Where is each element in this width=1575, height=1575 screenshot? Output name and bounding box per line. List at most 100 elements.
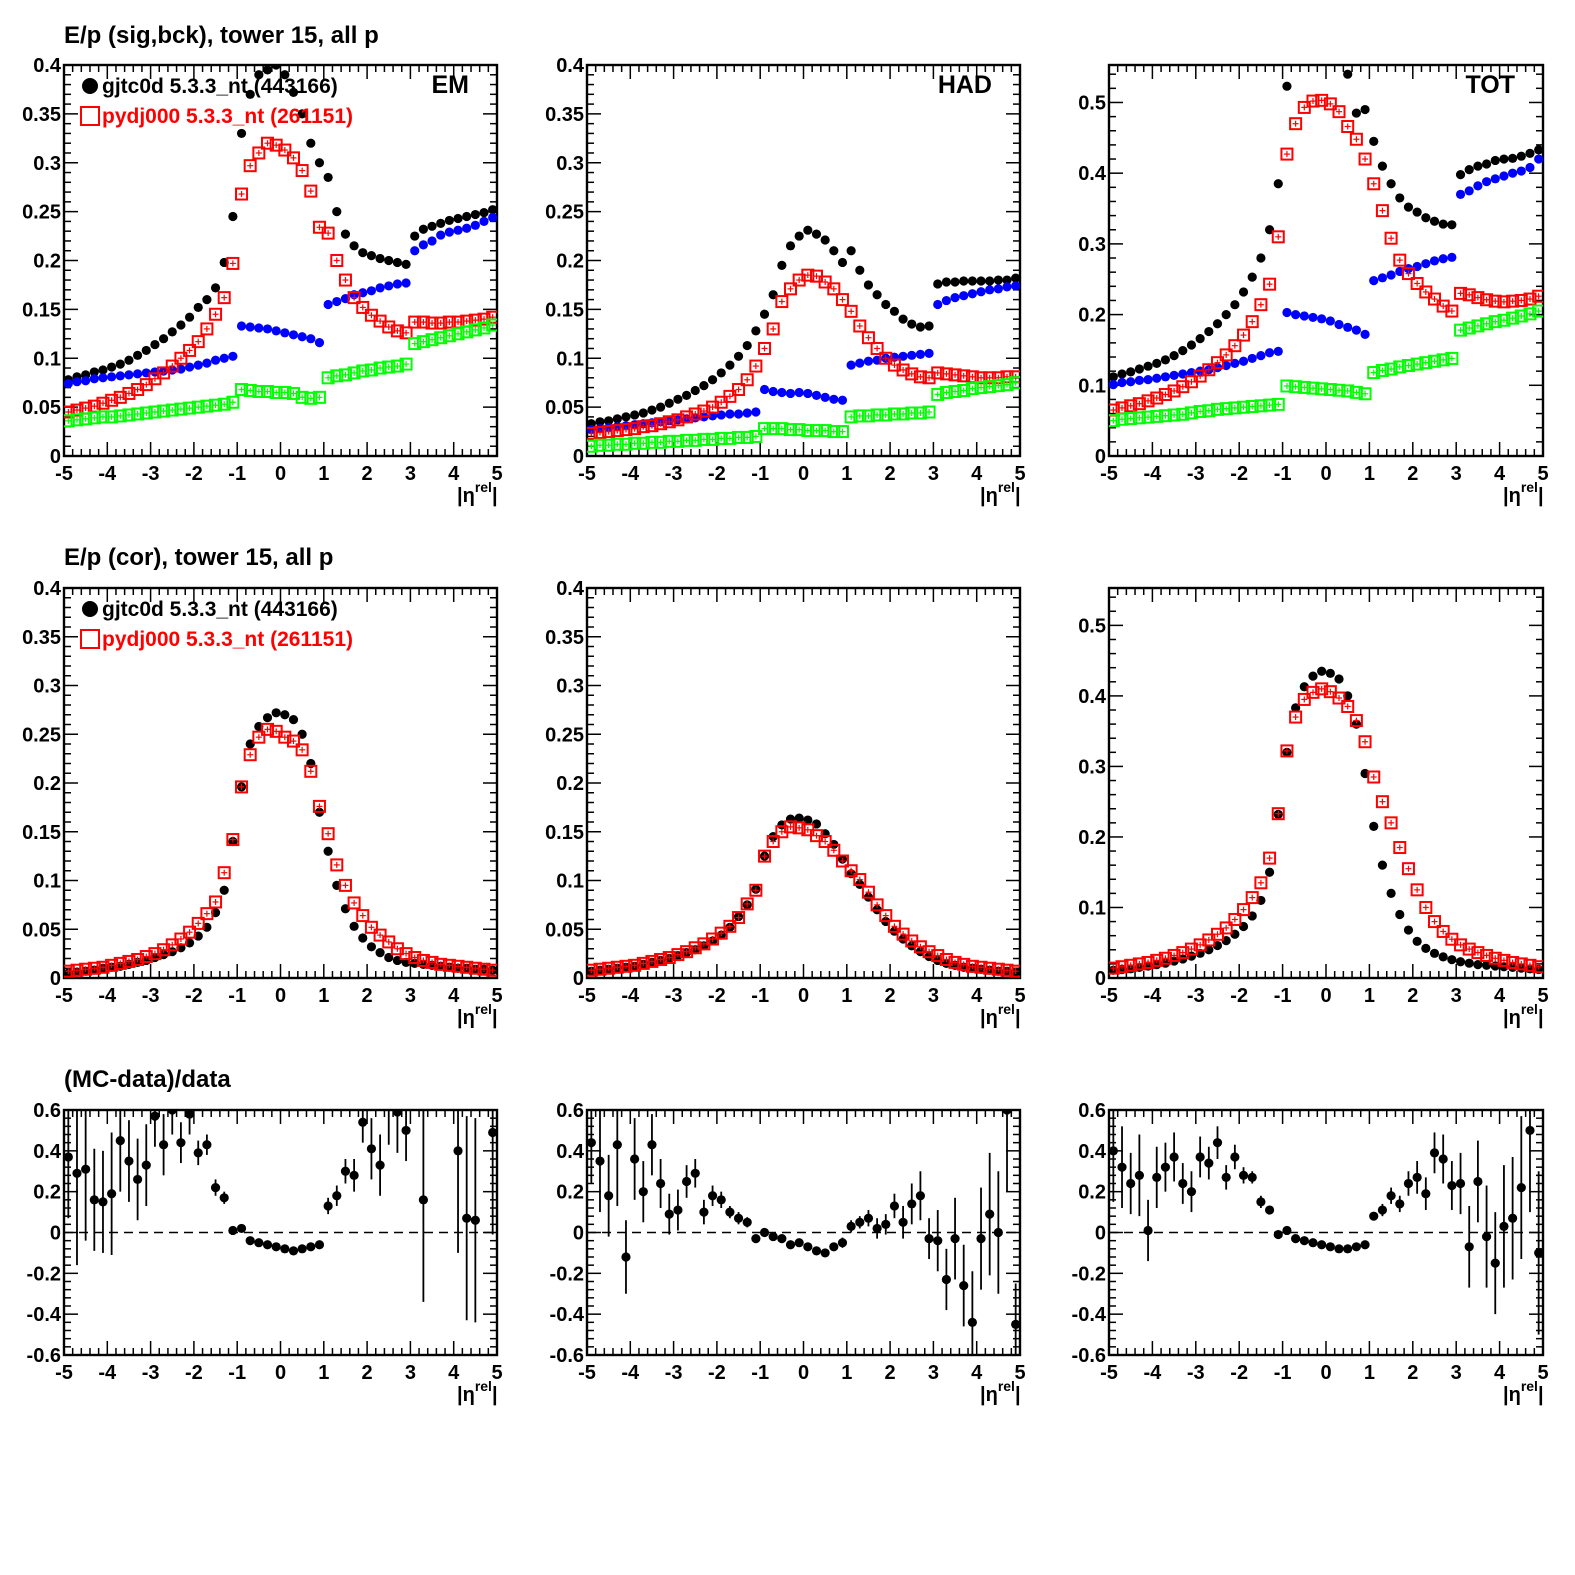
data-point-square: [390, 324, 404, 338]
data-point: [1447, 1180, 1457, 1191]
data-point-square: [758, 341, 772, 355]
data-point-square: [939, 367, 953, 381]
data-point: [1516, 1182, 1526, 1193]
data-point-square: [235, 780, 249, 794]
x-tick-label: -4: [621, 463, 640, 485]
data-point: [1256, 253, 1266, 263]
data-point-square: [784, 282, 798, 296]
plot-area: [64, 708, 497, 978]
data-point-square: [1454, 323, 1468, 337]
data-point: [924, 1234, 934, 1244]
x-tick-label: -4: [621, 1362, 640, 1384]
data-point: [392, 1110, 403, 1117]
data-point-square: [1393, 360, 1407, 374]
x-axis-label: |ηrel|: [457, 479, 498, 507]
data-point: [889, 1201, 900, 1211]
row-title-ratio: (MC-data)/data: [64, 1066, 231, 1093]
data-point: [107, 362, 117, 372]
data-point: [1186, 1187, 1197, 1197]
data-point-square: [191, 335, 205, 349]
data-point-square: [1349, 385, 1363, 399]
data-point: [595, 417, 605, 427]
data-point-square: [113, 390, 127, 404]
x-tick-label: 3: [928, 985, 939, 1007]
data-point: [401, 278, 411, 288]
data-point: [777, 387, 787, 398]
data-point-square: [1124, 412, 1138, 426]
data-point-square: [688, 407, 702, 421]
data-point: [288, 1246, 299, 1256]
y-tick-label: 0: [1095, 968, 1106, 990]
data-point: [1395, 1199, 1405, 1209]
data-point: [167, 327, 177, 337]
data-point: [1134, 1170, 1144, 1180]
data-point-square: [1109, 961, 1120, 975]
data-point-square: [382, 320, 396, 334]
data-point-square: [235, 187, 249, 201]
data-point: [976, 287, 986, 297]
data-point-square: [913, 406, 927, 420]
data-point: [1395, 909, 1405, 920]
series-named-0: [1109, 666, 1543, 975]
data-point-square: [818, 835, 832, 848]
data-point: [236, 1223, 247, 1234]
data-point: [1334, 674, 1344, 684]
data-point-square: [1349, 132, 1363, 146]
data-point: [915, 1191, 926, 1201]
data-point: [664, 1209, 674, 1219]
data-point: [941, 295, 951, 306]
data-point: [630, 1154, 640, 1164]
x-axis-label: |ηrel|: [980, 1378, 1021, 1406]
data-point-square: [1263, 398, 1277, 412]
data-point-square: [1263, 851, 1277, 865]
panel-had-sigbck: -5 -4 -3 -2 -1 0 1 2 3 4 5 0 0.05 0.1 0.15 0.2 0.25 0.3 0.…: [545, 55, 1026, 507]
data-point-square: [706, 432, 720, 446]
x-tick-label: -4: [98, 463, 117, 485]
data-point-square: [645, 435, 659, 449]
data-point: [1455, 169, 1466, 180]
data-point: [323, 846, 333, 856]
data-point: [1204, 326, 1214, 337]
x-tick-label: 2: [1407, 1362, 1418, 1384]
data-point-square: [87, 411, 101, 425]
data-point-square: [697, 432, 711, 446]
data-point-square: [602, 438, 616, 452]
y-tick-label: 0.5: [1078, 615, 1106, 637]
data-point-square: [870, 898, 884, 912]
data-point-square: [261, 136, 275, 150]
x-tick-label: -2: [185, 985, 203, 1007]
data-point: [89, 1195, 99, 1205]
data-point: [1238, 356, 1249, 366]
x-tick-label: -3: [142, 985, 160, 1007]
data-point-square: [861, 331, 875, 345]
legend: gjtc0d 5.3.3_nt (443166) pydj000 5.3.3_nt…: [80, 598, 353, 651]
y-tick-label: 0: [573, 1223, 584, 1245]
data-point-square: [1219, 921, 1233, 935]
data-point-square: [1132, 411, 1146, 425]
data-point-square: [1341, 384, 1355, 398]
data-point: [1256, 1197, 1266, 1207]
data-point: [392, 257, 403, 268]
data-point-square: [1315, 382, 1329, 396]
data-point-square: [486, 963, 497, 977]
data-point: [1169, 1152, 1179, 1162]
data-point-square: [338, 878, 352, 892]
x-tick-label: -3: [665, 463, 683, 485]
y-tick-label: 0.3: [556, 676, 584, 698]
data-point-square: [645, 419, 659, 433]
data-point: [1369, 1211, 1379, 1221]
data-point: [638, 408, 648, 418]
data-point: [993, 1227, 1003, 1238]
y-tick-label: 0.4: [1078, 686, 1107, 708]
data-point: [81, 1164, 91, 1174]
data-point-square: [654, 417, 668, 431]
data-point: [1421, 259, 1431, 269]
y-tick-label: 0.15: [545, 822, 584, 844]
data-point: [829, 246, 839, 256]
data-point-square: [853, 873, 867, 887]
data-point-square: [636, 420, 650, 434]
data-point-square: [697, 404, 711, 418]
legend: gjtc0d 5.3.3_nt (443166) pydj000 5.3.3_nt…: [80, 75, 353, 128]
data-point-square: [1237, 400, 1251, 414]
data-point: [855, 358, 865, 368]
